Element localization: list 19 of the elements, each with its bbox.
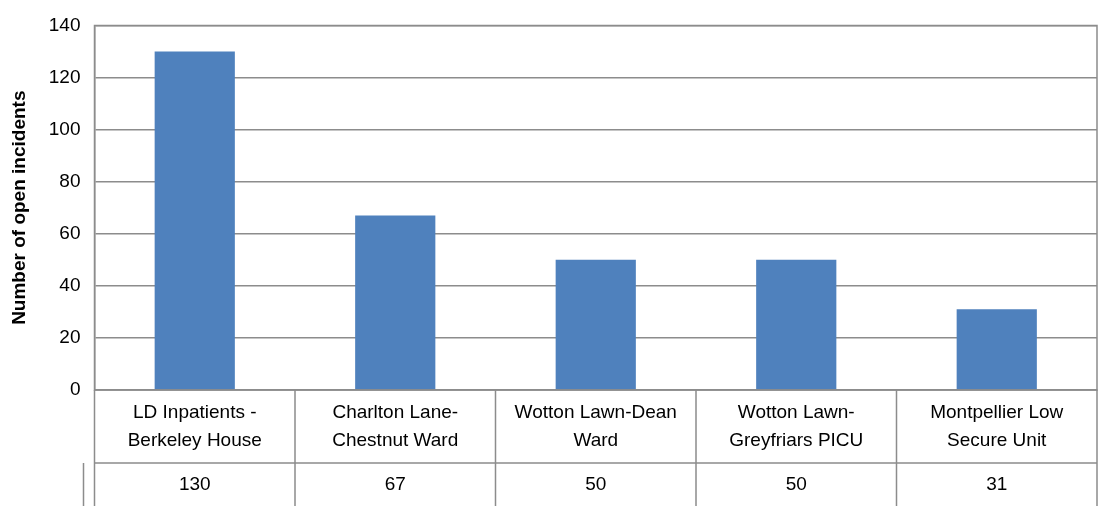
data-label: 50 xyxy=(585,472,607,494)
y-tick-label: 120 xyxy=(48,65,81,87)
data-label: 67 xyxy=(384,472,406,494)
data-label: 130 xyxy=(178,472,211,494)
x-tick-label: Wotton Lawn-Greyfriars PICU xyxy=(729,400,864,450)
y-tick-label: 0 xyxy=(69,378,81,400)
data-label: 31 xyxy=(986,472,1008,494)
y-tick-label: 40 xyxy=(59,274,81,296)
y-tick-label: 60 xyxy=(59,221,81,243)
y-tick-label: 80 xyxy=(59,169,81,191)
x-tick-label: Charlton Lane-Chestnut Ward xyxy=(332,400,459,450)
y-tick-label: 20 xyxy=(59,326,81,348)
y-tick-label: 140 xyxy=(48,13,81,35)
data-label: 50 xyxy=(785,472,807,494)
y-tick-label: 100 xyxy=(48,117,81,139)
x-tick-label: Montpellier Low Secure Unit xyxy=(930,400,1064,450)
x-tick-label: LD Inpatients - Berkeley House xyxy=(127,400,262,450)
x-tick-label: Wotton Lawn-Dean Ward xyxy=(514,400,677,450)
y-axis-title: Number of open incidents xyxy=(7,90,29,325)
